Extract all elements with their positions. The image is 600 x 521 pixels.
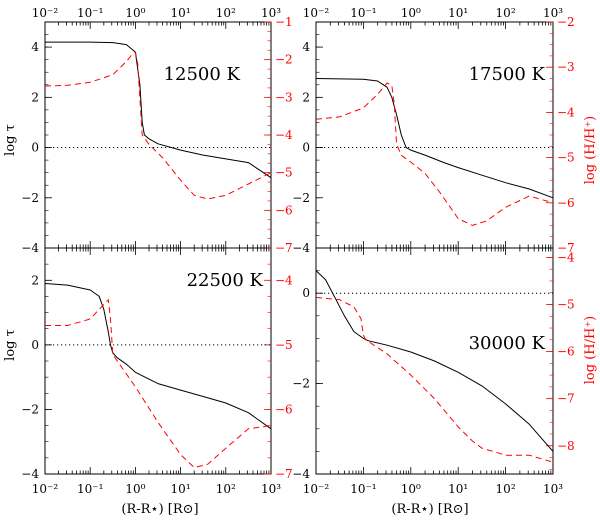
- x-tick-label: 10³: [543, 6, 563, 20]
- y-tick-label-left: −2: [292, 191, 310, 205]
- x-tick-label: 10⁻²: [303, 482, 330, 496]
- x-tick-label: 10¹: [448, 6, 468, 20]
- y-tick-label-right: −4: [275, 128, 293, 142]
- y-tick-label-right: −6: [557, 345, 575, 359]
- tau-series-line: [44, 283, 272, 430]
- y-tick-label-left: 0: [302, 141, 310, 155]
- x-tick-label: 10⁰: [401, 6, 421, 20]
- x-tick-label: 10⁻¹: [77, 482, 103, 496]
- ionization-series-line: [315, 82, 554, 226]
- y-tick-label-left: 4: [302, 40, 310, 54]
- panel-3: 10⁻² 10⁻¹ 10⁰ 10¹ 10² 10³ −4 −2 0 2 −7 −6 −5 −4 22500 …: [21, 247, 293, 496]
- y-tick-label-left: −4: [21, 467, 39, 481]
- panel-title: 30000 K: [469, 333, 546, 354]
- x-axis-label-right: (R-R⋆) [R⊙]: [391, 502, 468, 517]
- x-tick-label: 10⁻²: [32, 6, 59, 20]
- y-tick-label-left: 2: [31, 273, 39, 287]
- ionization-series-line: [45, 299, 272, 468]
- y-tick-label-right: −3: [275, 90, 293, 104]
- y-tick-label-left: −4: [292, 241, 310, 255]
- y-tick-label-left: −4: [21, 241, 39, 255]
- y-tick-label-right: −7: [275, 241, 293, 255]
- panel-4: 10⁻² 10⁻¹ 10⁰ 10¹ 10² 10³ −4 −2 0 −8 −7 −6 −5 −4 30000…: [292, 247, 575, 496]
- x-tick-label: 10³: [261, 482, 281, 496]
- ionization-series-line: [315, 296, 554, 463]
- x-tick-label: 10²: [216, 482, 236, 496]
- x-tick-label: 10¹: [171, 482, 191, 496]
- y-tick-label-right: −5: [557, 298, 575, 312]
- y-tick-label-right: −6: [275, 402, 293, 416]
- y-tick-label-right: −4: [557, 250, 575, 264]
- y-tick-label-left: 0: [31, 338, 39, 352]
- tau-series-line: [45, 41, 272, 179]
- x-tick-label: 10²: [496, 6, 516, 20]
- panel-1: 10⁻² 10⁻¹ 10⁰ 10¹ 10² 10³ −4 −2 0 2 4 −7 −6 −5 −4 −3 −2 −…: [21, 6, 293, 255]
- ionization-series-line: [44, 51, 272, 200]
- y-tick-label-left: 2: [302, 90, 310, 104]
- tau-series-line: [315, 78, 554, 199]
- y-tick-label-right: −2: [275, 53, 293, 67]
- x-axis-label-left: (R-R⋆) [R⊙]: [121, 502, 198, 517]
- x-tick-label: 10²: [496, 482, 516, 496]
- x-tick-label: 10⁰: [401, 482, 421, 496]
- y-tick-label-right: −8: [557, 439, 575, 453]
- y-tick-label-left: 0: [302, 286, 310, 300]
- x-tick-label: 10⁻¹: [350, 6, 376, 20]
- y-tick-label-right: −4: [557, 105, 575, 119]
- y-tick-label-left: 4: [31, 40, 39, 54]
- y-tick-label-right: −3: [557, 60, 575, 74]
- x-tick-label: 10⁻²: [32, 482, 59, 496]
- y-tick-label-right: −5: [557, 151, 575, 165]
- x-tick-label: 10⁻¹: [350, 482, 376, 496]
- x-tick-label: 10⁰: [125, 6, 145, 20]
- y-tick-label-left: −2: [292, 377, 310, 391]
- y-axis-label-right-bottom: log (H/H⁺): [583, 316, 598, 385]
- panel-2: 10⁻² 10⁻¹ 10⁰ 10¹ 10² 10³ −4 −2 0 2 4 −7 −6 −5 −4 −3 −2 1…: [292, 6, 575, 255]
- panel-title: 22500 K: [187, 270, 264, 291]
- y-tick-label-right: −5: [275, 338, 293, 352]
- x-tick-label: 10¹: [171, 6, 191, 20]
- y-tick-label-left: −2: [21, 191, 39, 205]
- y-tick-label-right: −6: [275, 203, 293, 217]
- panel-title: 12500 K: [164, 64, 241, 85]
- y-tick-label-left: −2: [21, 402, 39, 416]
- y-tick-label-left: 2: [31, 90, 39, 104]
- y-tick-label-right: −2: [557, 15, 575, 29]
- x-tick-label: 10¹: [448, 482, 468, 496]
- x-tick-label: 10⁰: [125, 482, 145, 496]
- plot-frame: [315, 21, 554, 249]
- x-tick-label: 10³: [261, 6, 281, 20]
- plot-frame: [44, 21, 272, 249]
- y-tick-label-right: −7: [557, 392, 575, 406]
- y-tick-label-right: −7: [557, 241, 575, 255]
- y-tick-label-right: −1: [275, 15, 293, 29]
- y-axis-label-left-top: log τ: [3, 124, 18, 156]
- y-tick-label-right: −4: [275, 273, 293, 287]
- x-tick-label: 10²: [216, 6, 236, 20]
- tau-series-line: [315, 270, 554, 452]
- y-tick-label-right: −5: [275, 166, 293, 180]
- x-tick-label: 10⁻²: [303, 6, 330, 20]
- y-tick-label-left: 0: [31, 141, 39, 155]
- x-tick-label: 10³: [543, 482, 563, 496]
- y-tick-label-right: −7: [275, 467, 293, 481]
- panel-title: 17500 K: [469, 64, 546, 85]
- x-tick-label: 10⁻¹: [77, 6, 103, 20]
- y-tick-label-left: −4: [292, 467, 310, 481]
- y-tick-label-right: −6: [557, 196, 575, 210]
- y-axis-label-left-bottom: log τ: [3, 329, 18, 361]
- y-axis-label-right-top: log (H/H⁺): [583, 116, 598, 185]
